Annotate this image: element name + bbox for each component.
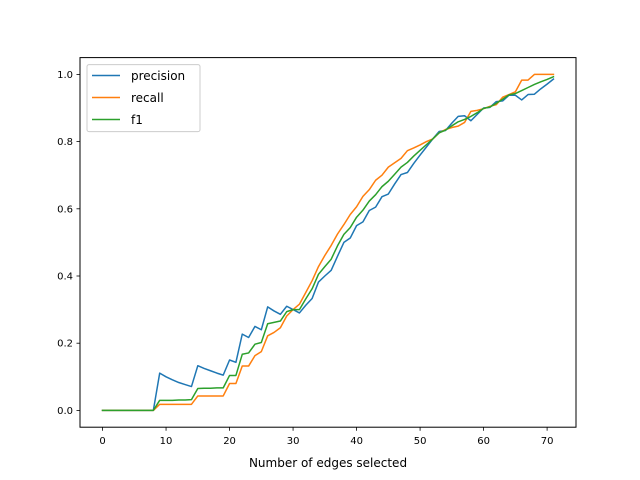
- plot-area-frame: [79, 57, 577, 428]
- x-tick-label: 0: [99, 436, 105, 447]
- x-tick-label: 40: [350, 436, 363, 447]
- legend: precision recall f1: [86, 64, 201, 133]
- plot-lines: [101, 73, 555, 412]
- x-tick-label: 30: [287, 436, 300, 447]
- x-axis-ticks: 0 10 20 30 40 50 60 70: [99, 427, 553, 447]
- y-tick-label: 0.0: [57, 406, 73, 417]
- y-tick-label: 0.2: [57, 339, 73, 350]
- x-tick-label: 20: [223, 436, 236, 447]
- legend-box: [86, 64, 201, 133]
- x-axis-label: Number of edges selected: [249, 456, 407, 470]
- y-tick-label: 1.0: [57, 70, 73, 81]
- x-tick-label: 10: [160, 436, 173, 447]
- legend-label-precision: precision: [131, 69, 185, 83]
- y-tick-label: 0.8: [57, 137, 73, 148]
- x-tick-label: 60: [477, 436, 490, 447]
- y-tick-label: 0.6: [57, 204, 73, 215]
- y-tick-label: 0.4: [57, 272, 73, 283]
- legend-label-f1: f1: [131, 113, 143, 127]
- legend-label-recall: recall: [131, 91, 164, 105]
- x-tick-label: 70: [541, 436, 554, 447]
- x-tick-label: 50: [414, 436, 427, 447]
- y-axis-ticks: 0.0 0.2 0.4 0.6 0.8 1.0: [57, 70, 80, 417]
- series-line-f1: [101, 75, 555, 412]
